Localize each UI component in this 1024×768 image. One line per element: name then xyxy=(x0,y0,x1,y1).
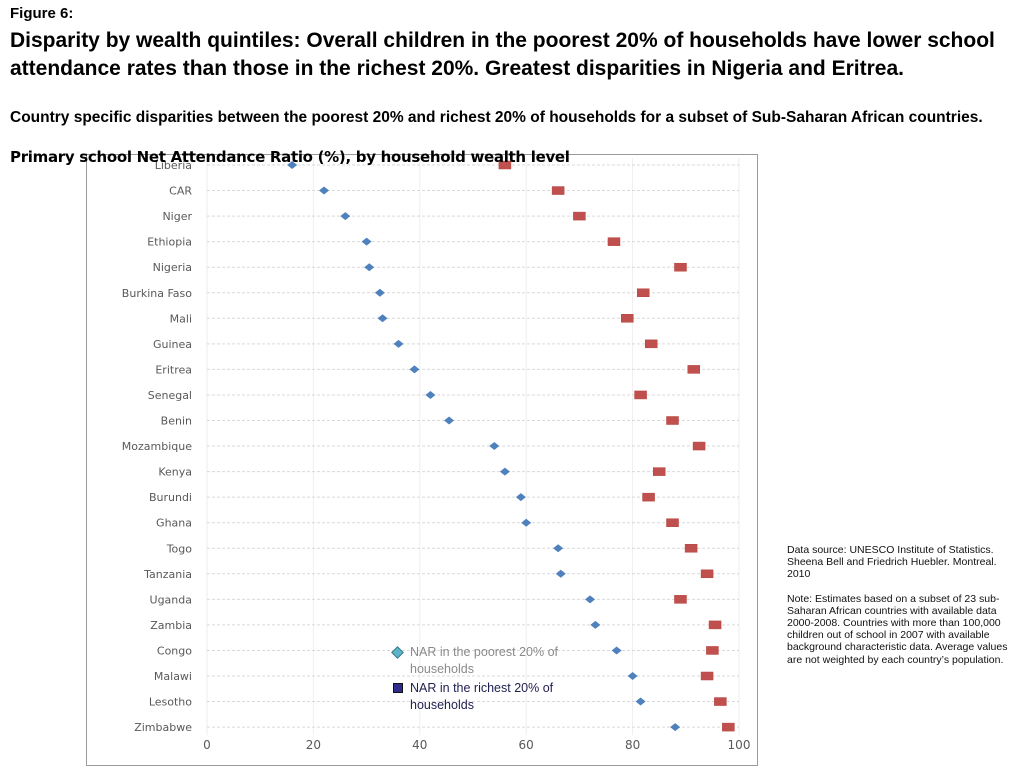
data-point-poorest xyxy=(515,493,526,502)
y-tick-label: Zimbabwe xyxy=(134,721,192,734)
data-point-richest xyxy=(687,365,701,374)
x-tick-label: 40 xyxy=(412,738,427,752)
data-point-richest xyxy=(644,339,658,349)
y-tick-label: Burkina Faso xyxy=(122,287,192,300)
data-point-poorest xyxy=(361,237,372,246)
data-point-richest xyxy=(551,186,565,195)
data-point-poorest xyxy=(374,288,385,297)
y-tick-label: Guinea xyxy=(153,338,192,351)
data-point-poorest xyxy=(670,723,681,732)
legend-label-poorest: NAR in the poorest 20% of households xyxy=(410,645,558,676)
data-point-poorest xyxy=(611,646,622,655)
y-tick-label: Burundi xyxy=(149,491,192,504)
legend-label-richest: NAR in the richest 20% of households xyxy=(410,681,554,712)
data-point-richest xyxy=(636,288,650,297)
x-tick-label: 0 xyxy=(203,738,211,752)
data-point-richest xyxy=(621,314,634,323)
data-point-richest xyxy=(634,390,647,400)
y-tick-label: Liberia xyxy=(155,159,192,172)
data-point-richest xyxy=(666,416,679,425)
data-point-richest xyxy=(692,441,706,451)
legend-item-poorest: NAR in the poorest 20% of households xyxy=(391,644,585,678)
data-point-poorest xyxy=(585,595,596,604)
y-tick-label: Nigeria xyxy=(153,261,192,274)
x-tick-label: 20 xyxy=(306,738,321,752)
x-tick-label: 60 xyxy=(519,738,534,752)
x-tick-label: 80 xyxy=(625,738,640,752)
series-poorest xyxy=(287,161,681,732)
y-tick-label: Uganda xyxy=(150,593,192,606)
data-point-poorest xyxy=(287,161,298,169)
x-axis-labels: 0 20 40 60 80 100 xyxy=(203,738,750,752)
y-tick-label: Tanzania xyxy=(143,568,192,581)
chart-title: Primary school Net Attendance Ratio (%),… xyxy=(10,148,570,166)
y-tick-label: Eritrea xyxy=(155,363,192,376)
legend: NAR in the poorest 20% of households NAR… xyxy=(391,644,585,714)
legend-item-richest: NAR in the richest 20% of households xyxy=(392,661,585,714)
data-point-poorest xyxy=(377,314,388,323)
y-tick-label: Niger xyxy=(162,210,192,223)
series-richest xyxy=(498,160,735,732)
y-tick-label: Togo xyxy=(166,542,193,555)
data-point-richest xyxy=(722,722,735,732)
y-tick-label: Kenya xyxy=(158,466,192,479)
data-point-richest xyxy=(706,646,719,655)
data-point-poorest xyxy=(319,186,330,195)
data-point-richest xyxy=(498,160,512,170)
y-tick-label: Congo xyxy=(157,644,192,657)
y-tick-label: CAR xyxy=(169,185,192,198)
y-tick-label: Benin xyxy=(161,415,192,428)
diamond-marker-icon xyxy=(391,646,404,659)
data-point-poorest xyxy=(553,544,564,553)
data-point-poorest xyxy=(409,365,420,374)
data-point-richest xyxy=(573,211,586,221)
y-tick-label: Ghana xyxy=(156,517,192,530)
square-marker-icon xyxy=(393,683,403,693)
data-point-richest xyxy=(714,697,727,706)
data-point-richest xyxy=(708,620,722,630)
data-point-poorest xyxy=(521,518,532,527)
x-tick-label: 100 xyxy=(728,738,751,752)
y-tick-label: Malawi xyxy=(154,670,192,683)
y-tick-label: Mozambique xyxy=(122,440,192,453)
y-tick-label: Ethiopia xyxy=(147,236,192,249)
figure-headline: Disparity by wealth quintiles: Overall c… xyxy=(10,29,995,80)
data-point-richest xyxy=(700,671,714,681)
y-axis-labels: Liberia CAR Niger Ethiopia Nigeria Burkina Fa… xyxy=(122,159,193,734)
notes-panel: Data source: UNESCO Institute of Statist… xyxy=(787,544,1009,678)
data-source-note: Data source: UNESCO Institute of Statist… xyxy=(787,544,997,581)
data-point-poorest xyxy=(444,416,455,425)
horizontal-gridlines xyxy=(207,164,739,728)
data-point-poorest xyxy=(635,697,646,706)
data-point-richest xyxy=(666,518,679,527)
data-point-poorest xyxy=(555,569,566,578)
data-point-poorest xyxy=(627,672,638,680)
data-point-poorest xyxy=(489,442,500,451)
y-tick-label: Lesotho xyxy=(149,696,192,709)
chart-frame xyxy=(86,154,758,766)
data-point-poorest xyxy=(364,263,375,272)
figure-label: Figure 6: xyxy=(10,5,74,22)
y-tick-label: Senegal xyxy=(148,389,192,402)
figure-subheadline: Country specific disparities between the… xyxy=(10,109,983,126)
data-point-poorest xyxy=(340,212,351,221)
data-point-richest xyxy=(700,569,714,579)
data-point-richest xyxy=(652,467,666,476)
data-point-poorest xyxy=(425,390,436,399)
data-point-richest xyxy=(674,262,687,272)
y-tick-label: Zambia xyxy=(150,619,192,632)
data-point-poorest xyxy=(590,620,601,629)
data-point-richest xyxy=(684,544,698,553)
data-point-richest xyxy=(674,595,687,604)
y-tick-label: Mali xyxy=(170,312,192,325)
data-point-richest xyxy=(642,492,655,502)
data-point-richest xyxy=(607,237,621,246)
data-point-poorest xyxy=(393,339,404,348)
methodology-note: Note: Estimates based on a subset of 23 … xyxy=(787,592,1008,666)
data-point-poorest xyxy=(499,467,510,476)
